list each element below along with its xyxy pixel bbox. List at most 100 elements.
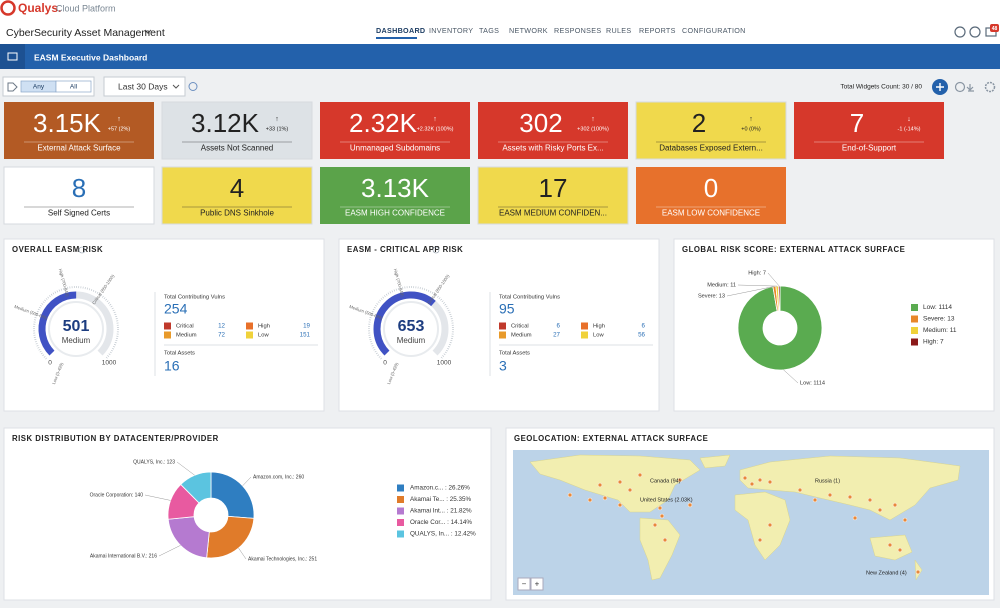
map-point[interactable]	[617, 502, 623, 508]
nav-tab[interactable]: INVENTORY	[429, 26, 473, 35]
severity-count: 56	[638, 332, 645, 339]
map-point[interactable]	[637, 472, 643, 478]
map-label: Canada (94)	[650, 478, 681, 484]
pie-slice[interactable]	[206, 515, 255, 559]
callout-line	[144, 494, 171, 501]
tile-arrow: ↑	[433, 116, 437, 123]
nav-tab[interactable]: REPORTS	[639, 26, 676, 35]
map-point[interactable]	[757, 477, 763, 483]
legend-label: High: 7	[923, 339, 944, 346]
map-point[interactable]	[902, 517, 908, 523]
slice-label: High: 7	[748, 270, 766, 276]
map-point[interactable]	[587, 497, 593, 503]
tile[interactable]	[320, 167, 470, 224]
map-label: United States (2.03K)	[640, 497, 693, 503]
map-point[interactable]	[627, 487, 633, 493]
nav-tab[interactable]: NETWORK	[509, 26, 548, 35]
map-point[interactable]	[852, 515, 858, 521]
map-point[interactable]	[827, 492, 833, 498]
legend-swatch	[911, 327, 918, 334]
tile[interactable]	[161, 101, 313, 160]
gauge-max: 1000	[437, 360, 452, 367]
nav-active-underline	[376, 37, 417, 39]
severity-name: Medium	[511, 333, 532, 339]
map-point[interactable]	[677, 477, 683, 483]
map-point[interactable]	[892, 502, 898, 508]
tile[interactable]	[4, 102, 154, 159]
widget-title: OVERALL EASM RISK	[12, 245, 103, 254]
user-icon[interactable]	[954, 26, 966, 38]
nav-tab[interactable]: RULES	[606, 26, 631, 35]
download-button[interactable]	[966, 84, 974, 92]
zoom-button[interactable]	[530, 577, 544, 591]
legend-swatch	[911, 304, 918, 311]
map-point[interactable]	[767, 479, 773, 485]
info-icon[interactable]	[432, 246, 440, 254]
nav-tab[interactable]: RESPONSES	[554, 26, 601, 35]
map-point[interactable]	[887, 542, 893, 548]
tile[interactable]	[320, 102, 470, 159]
severity-swatch	[581, 331, 588, 339]
gauge-face	[383, 301, 439, 357]
map-point[interactable]	[749, 481, 755, 487]
nav-tab[interactable]: CONFIGURATION	[682, 26, 746, 35]
tile[interactable]	[635, 101, 787, 160]
map-point[interactable]	[652, 522, 658, 528]
map-point[interactable]	[915, 569, 921, 575]
help-icon[interactable]	[969, 26, 981, 38]
app-dropdown-icon[interactable]	[144, 29, 152, 34]
refresh-button[interactable]	[954, 81, 966, 93]
zoom-button[interactable]	[517, 577, 531, 591]
map-point[interactable]	[847, 494, 853, 500]
map-point[interactable]	[867, 497, 873, 503]
tile[interactable]	[161, 166, 313, 225]
tile[interactable]	[3, 166, 155, 225]
map-point[interactable]	[597, 482, 603, 488]
tile[interactable]	[477, 166, 629, 225]
tile[interactable]	[478, 102, 628, 159]
info-icon[interactable]	[188, 82, 198, 91]
map-point[interactable]	[657, 505, 663, 511]
menu-button[interactable]	[0, 44, 25, 69]
pie-slice[interactable]	[180, 471, 212, 504]
map-point[interactable]	[742, 475, 748, 481]
slice-label: Oracle Corporation: 140	[90, 492, 144, 498]
callout-line	[726, 286, 775, 297]
tile[interactable]	[794, 102, 944, 159]
tile-label: Public DNS Sinkhole	[200, 209, 274, 218]
tile-change: +0 (0%)	[741, 126, 761, 132]
date-range: Last 30 Days	[118, 81, 168, 91]
gauge-value-arc	[38, 291, 77, 356]
gauge-value-arc	[373, 291, 436, 356]
widget-title: RISK DISTRIBUTION BY DATACENTER/PROVIDER	[12, 434, 219, 443]
map-point[interactable]	[812, 497, 818, 503]
map-point[interactable]	[617, 479, 623, 485]
map-point[interactable]	[662, 537, 668, 543]
nav-tab[interactable]: DASHBOARD	[376, 26, 425, 35]
date-range-select[interactable]	[103, 76, 186, 97]
map-point[interactable]	[877, 507, 883, 513]
map-point[interactable]	[797, 487, 803, 493]
map-point[interactable]	[687, 502, 693, 508]
legend-swatch	[911, 338, 918, 346]
vulns-label: Total Contributing Vulns	[499, 295, 560, 301]
pie-slice[interactable]	[737, 285, 823, 371]
settings-button[interactable]	[984, 81, 996, 93]
slice-label: Amazon.com, Inc.: 260	[253, 474, 304, 480]
map-point[interactable]	[897, 547, 903, 553]
filter-option-bg[interactable]	[55, 80, 92, 93]
tile-arrow: ↑	[275, 116, 279, 123]
info-icon[interactable]	[78, 246, 86, 254]
map-point[interactable]	[659, 513, 665, 519]
map-point[interactable]	[602, 495, 608, 501]
slice-label: Low: 1114	[800, 380, 825, 386]
tile[interactable]	[636, 167, 786, 224]
severity-count: 27	[553, 332, 560, 339]
map-point[interactable]	[757, 537, 763, 543]
map-point[interactable]	[567, 492, 573, 498]
callout-line	[737, 284, 778, 287]
nav-tab[interactable]: TAGS	[479, 26, 499, 35]
tile-label: EASM MEDIUM CONFIDEN...	[499, 209, 607, 218]
map-label: New Zealand (4)	[866, 570, 907, 576]
map-point[interactable]	[767, 522, 773, 528]
